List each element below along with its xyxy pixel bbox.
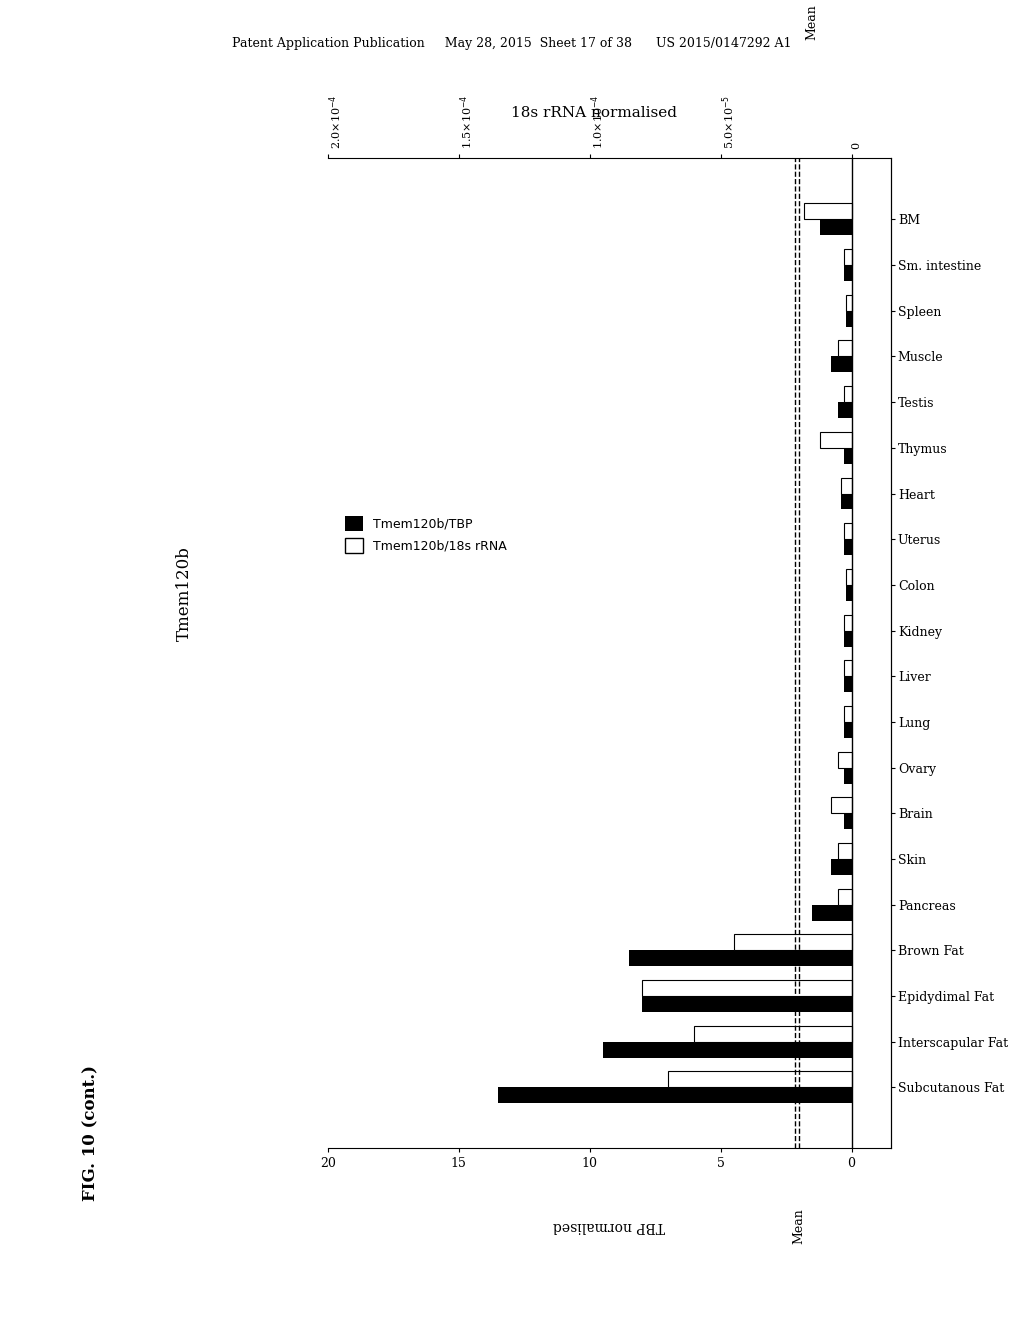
Bar (629, 950, 852, 966)
X-axis label: TBP normalised: TBP normalised (553, 1220, 666, 1233)
Text: Tmem120b: Tmem120b (176, 546, 193, 642)
Bar (847, 294, 852, 310)
Bar (847, 585, 852, 601)
Bar (830, 356, 852, 372)
Bar (642, 997, 852, 1012)
Bar (844, 265, 852, 281)
Bar (603, 1041, 852, 1057)
Bar (844, 387, 852, 403)
Bar (844, 813, 852, 829)
Bar (847, 310, 852, 327)
Bar (839, 341, 852, 356)
Bar (805, 203, 852, 219)
Bar (841, 478, 852, 494)
Text: 18s rRNA normalised: 18s rRNA normalised (511, 106, 677, 120)
Bar (839, 843, 852, 859)
Bar (844, 722, 852, 738)
Bar (820, 432, 852, 447)
Bar (734, 935, 852, 950)
Bar (847, 569, 852, 585)
Bar (839, 403, 852, 418)
Bar (812, 904, 852, 920)
Bar (844, 768, 852, 784)
Bar (844, 249, 852, 265)
Text: Patent Application Publication     May 28, 2015  Sheet 17 of 38      US 2015/014: Patent Application Publication May 28, 2… (232, 37, 792, 50)
Bar (694, 1026, 852, 1041)
Bar (844, 660, 852, 676)
Bar (830, 859, 852, 875)
Legend: Tmem120b/TBP, Tmem120b/18s rRNA: Tmem120b/TBP, Tmem120b/18s rRNA (340, 511, 512, 558)
Text: Mean: Mean (793, 1208, 806, 1243)
Bar (844, 706, 852, 722)
Bar (844, 523, 852, 539)
Bar (820, 219, 852, 235)
Text: Mean: Mean (806, 4, 819, 40)
Bar (642, 979, 852, 997)
Bar (844, 447, 852, 463)
Bar (830, 797, 852, 813)
Bar (844, 539, 852, 556)
Bar (844, 676, 852, 692)
Bar (844, 615, 852, 631)
Bar (844, 631, 852, 647)
Bar (839, 888, 852, 904)
Bar (839, 751, 852, 768)
Bar (498, 1088, 852, 1104)
Bar (841, 494, 852, 510)
Bar (669, 1072, 852, 1088)
Text: FIG. 10 (cont.): FIG. 10 (cont.) (82, 1065, 99, 1201)
